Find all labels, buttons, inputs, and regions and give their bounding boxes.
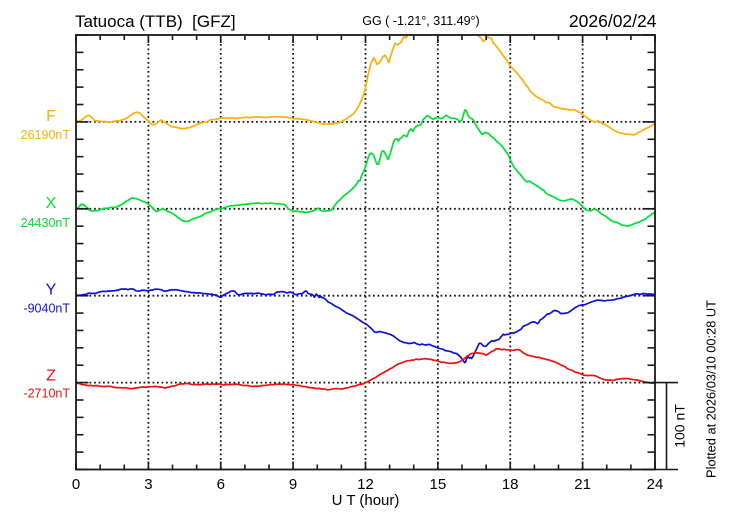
- svg-text:15: 15: [430, 476, 447, 493]
- svg-text:12: 12: [357, 476, 374, 493]
- svg-text:U T (hour): U T (hour): [332, 492, 400, 509]
- svg-text:3: 3: [144, 476, 152, 493]
- svg-text:26190nT: 26190nT: [21, 128, 71, 142]
- svg-text:-2710nT: -2710nT: [23, 387, 70, 401]
- svg-text:2026/02/24: 2026/02/24: [569, 11, 657, 31]
- svg-text:9: 9: [289, 476, 297, 493]
- svg-text:100 nT: 100 nT: [672, 404, 688, 448]
- svg-text:Plotted at 2026/03/10 00:28 UT: Plotted at 2026/03/10 00:28 UT: [704, 300, 719, 478]
- svg-text:21: 21: [574, 476, 591, 493]
- svg-text:24: 24: [647, 476, 664, 493]
- svg-text:0: 0: [72, 476, 80, 493]
- svg-text:Tatuoca (TTB) [GFZ]: Tatuoca (TTB) [GFZ]: [75, 12, 236, 31]
- svg-text:24430nT: 24430nT: [21, 216, 71, 230]
- svg-text:F: F: [46, 108, 56, 125]
- svg-text:6: 6: [217, 476, 225, 493]
- svg-text:18: 18: [502, 476, 519, 493]
- svg-text:Y: Y: [46, 282, 57, 299]
- svg-text:X: X: [46, 195, 57, 212]
- svg-text:-9040nT: -9040nT: [23, 302, 70, 316]
- svg-text:Z: Z: [46, 368, 56, 385]
- svg-text:GG ( -1.21°, 311.49°): GG ( -1.21°, 311.49°): [362, 14, 479, 28]
